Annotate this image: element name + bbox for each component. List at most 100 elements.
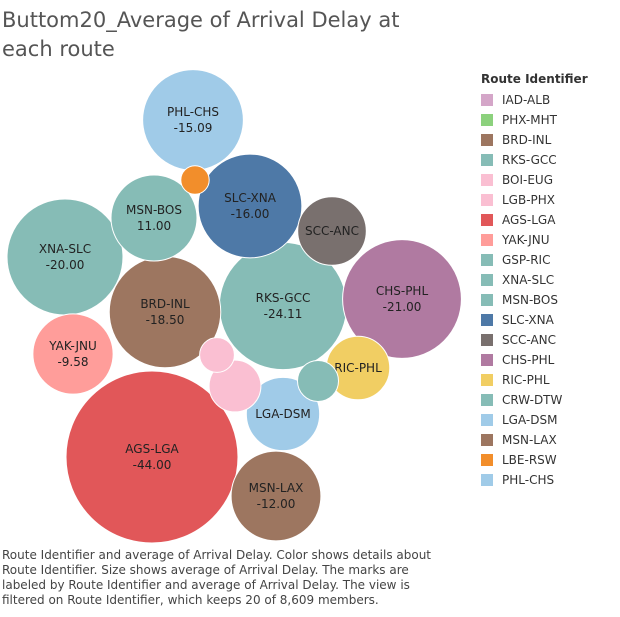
bubble-scc-anc[interactable]: SCC-ANC	[297, 196, 367, 266]
bubble-value-label: -24.11	[264, 307, 303, 321]
legend-label: RKS-GCC	[502, 153, 557, 167]
legend-title: Route Identifier	[481, 72, 588, 86]
legend-swatch	[481, 174, 493, 186]
legend-item[interactable]: BOI-EUG	[481, 170, 588, 190]
legend-swatch	[481, 374, 493, 386]
bubble-mark[interactable]	[197, 153, 303, 259]
bubble-value-label: -44.00	[133, 458, 172, 472]
bubble-value-label: -12.00	[257, 497, 296, 511]
legend-label: BOI-EUG	[502, 173, 553, 187]
legend-label: IAD-ALB	[502, 93, 551, 107]
bubble-mark[interactable]	[180, 165, 210, 195]
legend-label: RIC-PHL	[502, 373, 550, 387]
bubble-boi-eug[interactable]	[208, 359, 262, 413]
bubble-mark[interactable]	[230, 450, 322, 542]
legend-item[interactable]: GSP-RIC	[481, 250, 588, 270]
legend-swatch	[481, 394, 493, 406]
legend-label: SCC-ANC	[502, 333, 557, 347]
legend-swatch	[481, 314, 493, 326]
legend-item[interactable]: SCC-ANC	[481, 330, 588, 350]
bubble-route-label: AGS-LGA	[125, 442, 179, 456]
bubble-value-label: -21.00	[383, 300, 422, 314]
legend-item[interactable]: BRD-INL	[481, 130, 588, 150]
legend-item[interactable]: MSN-BOS	[481, 290, 588, 310]
legend-label: LGA-DSM	[502, 413, 558, 427]
bubble-mark[interactable]	[6, 198, 124, 316]
bubble-mark[interactable]	[245, 376, 321, 452]
legend-item[interactable]: SLC-XNA	[481, 310, 588, 330]
legend-swatch	[481, 334, 493, 346]
bubble-mark[interactable]	[199, 337, 235, 373]
legend-swatch	[481, 214, 493, 226]
bubble-route-label: SLC-XNA	[224, 191, 277, 205]
legend-swatch	[481, 234, 493, 246]
legend-swatch	[481, 454, 493, 466]
legend-item[interactable]: YAK-JNU	[481, 230, 588, 250]
legend-swatch	[481, 294, 493, 306]
bubble-xna-slc[interactable]: XNA-SLC -20.00	[6, 198, 124, 316]
legend-swatch	[481, 194, 493, 206]
bubble-mark[interactable]	[297, 196, 367, 266]
bubble-brd-inl[interactable]: BRD-INL -18.50	[108, 255, 222, 369]
legend-item[interactable]: XNA-SLC	[481, 270, 588, 290]
bubble-slc-xna[interactable]: SLC-XNA -16.00	[197, 153, 303, 259]
bubble-mark[interactable]	[65, 370, 239, 544]
legend-swatch	[481, 94, 493, 106]
bubble-chs-phl[interactable]: CHS-PHL -21.00	[342, 239, 462, 359]
bubble-value-label: -18.50	[146, 313, 185, 327]
bubble-phl-chs[interactable]: PHL-CHS -15.09	[142, 69, 244, 171]
legend-label: CHS-PHL	[502, 353, 555, 367]
chart-caption: Route Identifier and average of Arrival …	[2, 548, 432, 607]
legend-item[interactable]: LGA-DSM	[481, 410, 588, 430]
bubble-ags-lga[interactable]: AGS-LGA -44.00	[65, 370, 239, 544]
bubble-msn-lax[interactable]: MSN-LAX -12.00	[230, 450, 322, 542]
legend-item[interactable]: CHS-PHL	[481, 350, 588, 370]
legend-label: PHL-CHS	[502, 473, 555, 487]
legend-label: CRW-DTW	[502, 393, 563, 407]
bubble-mark[interactable]	[208, 359, 262, 413]
bubble-route-label: MSN-BOS	[126, 203, 182, 217]
bubble-chart: AGS-LGA -44.00 RKS-GCC -24.11 CHS-PHL -21.00 X…	[6, 69, 462, 544]
legend-item[interactable]: MSN-LAX	[481, 430, 588, 450]
legend-item[interactable]: RIC-PHL	[481, 370, 588, 390]
legend-label: LGB-PHX	[502, 193, 556, 207]
bubble-value-label: -15.09	[174, 121, 213, 135]
bubble-mark[interactable]	[297, 360, 339, 402]
bubble-value-label: -9.58	[57, 355, 88, 369]
legend-item[interactable]: PHL-CHS	[481, 470, 588, 490]
bubble-rks-gcc[interactable]: RKS-GCC -24.11	[218, 241, 348, 371]
bubble-route-label: XNA-SLC	[39, 242, 91, 256]
bubble-crw-dtw[interactable]	[297, 360, 339, 402]
bubble-mark[interactable]	[32, 313, 114, 395]
bubble-lbe-rsw[interactable]	[180, 165, 210, 195]
legend-item[interactable]: IAD-ALB	[481, 90, 588, 110]
bubble-yak-jnu[interactable]: YAK-JNU -9.58	[32, 313, 114, 395]
legend-swatch	[481, 274, 493, 286]
legend-label: GSP-RIC	[502, 253, 551, 267]
bubble-mark[interactable]	[110, 174, 198, 262]
bubble-mark[interactable]	[342, 239, 462, 359]
bubble-ric-phl[interactable]: RIC-PHL	[325, 335, 391, 401]
legend-item[interactable]: PHX-MHT	[481, 110, 588, 130]
bubble-mark[interactable]	[142, 69, 244, 171]
legend-item[interactable]: LBE-RSW	[481, 450, 588, 470]
chart-title: Buttom20_Average of Arrival Delay at eac…	[2, 8, 400, 61]
bubble-msn-bos[interactable]: MSN-BOS 11.00	[110, 174, 198, 262]
bubble-route-label: MSN-LAX	[249, 481, 304, 495]
bubble-route-label: PHL-CHS	[167, 105, 219, 119]
legend-swatch	[481, 134, 493, 146]
bubble-lgb-phx[interactable]	[199, 337, 235, 373]
legend-label: SLC-XNA	[502, 313, 554, 327]
bubble-route-label: YAK-JNU	[48, 339, 97, 353]
legend-swatch	[481, 114, 493, 126]
legend-item[interactable]: LGB-PHX	[481, 190, 588, 210]
legend-label: LBE-RSW	[502, 453, 557, 467]
bubble-lga-dsm[interactable]: LGA-DSM	[245, 376, 321, 452]
legend-label: YAK-JNU	[502, 233, 550, 247]
legend-item[interactable]: CRW-DTW	[481, 390, 588, 410]
legend-item[interactable]: RKS-GCC	[481, 150, 588, 170]
bubble-route-label: RKS-GCC	[256, 291, 311, 305]
legend-swatch	[481, 154, 493, 166]
legend-item[interactable]: AGS-LGA	[481, 210, 588, 230]
bubble-value-label: -20.00	[46, 258, 85, 272]
